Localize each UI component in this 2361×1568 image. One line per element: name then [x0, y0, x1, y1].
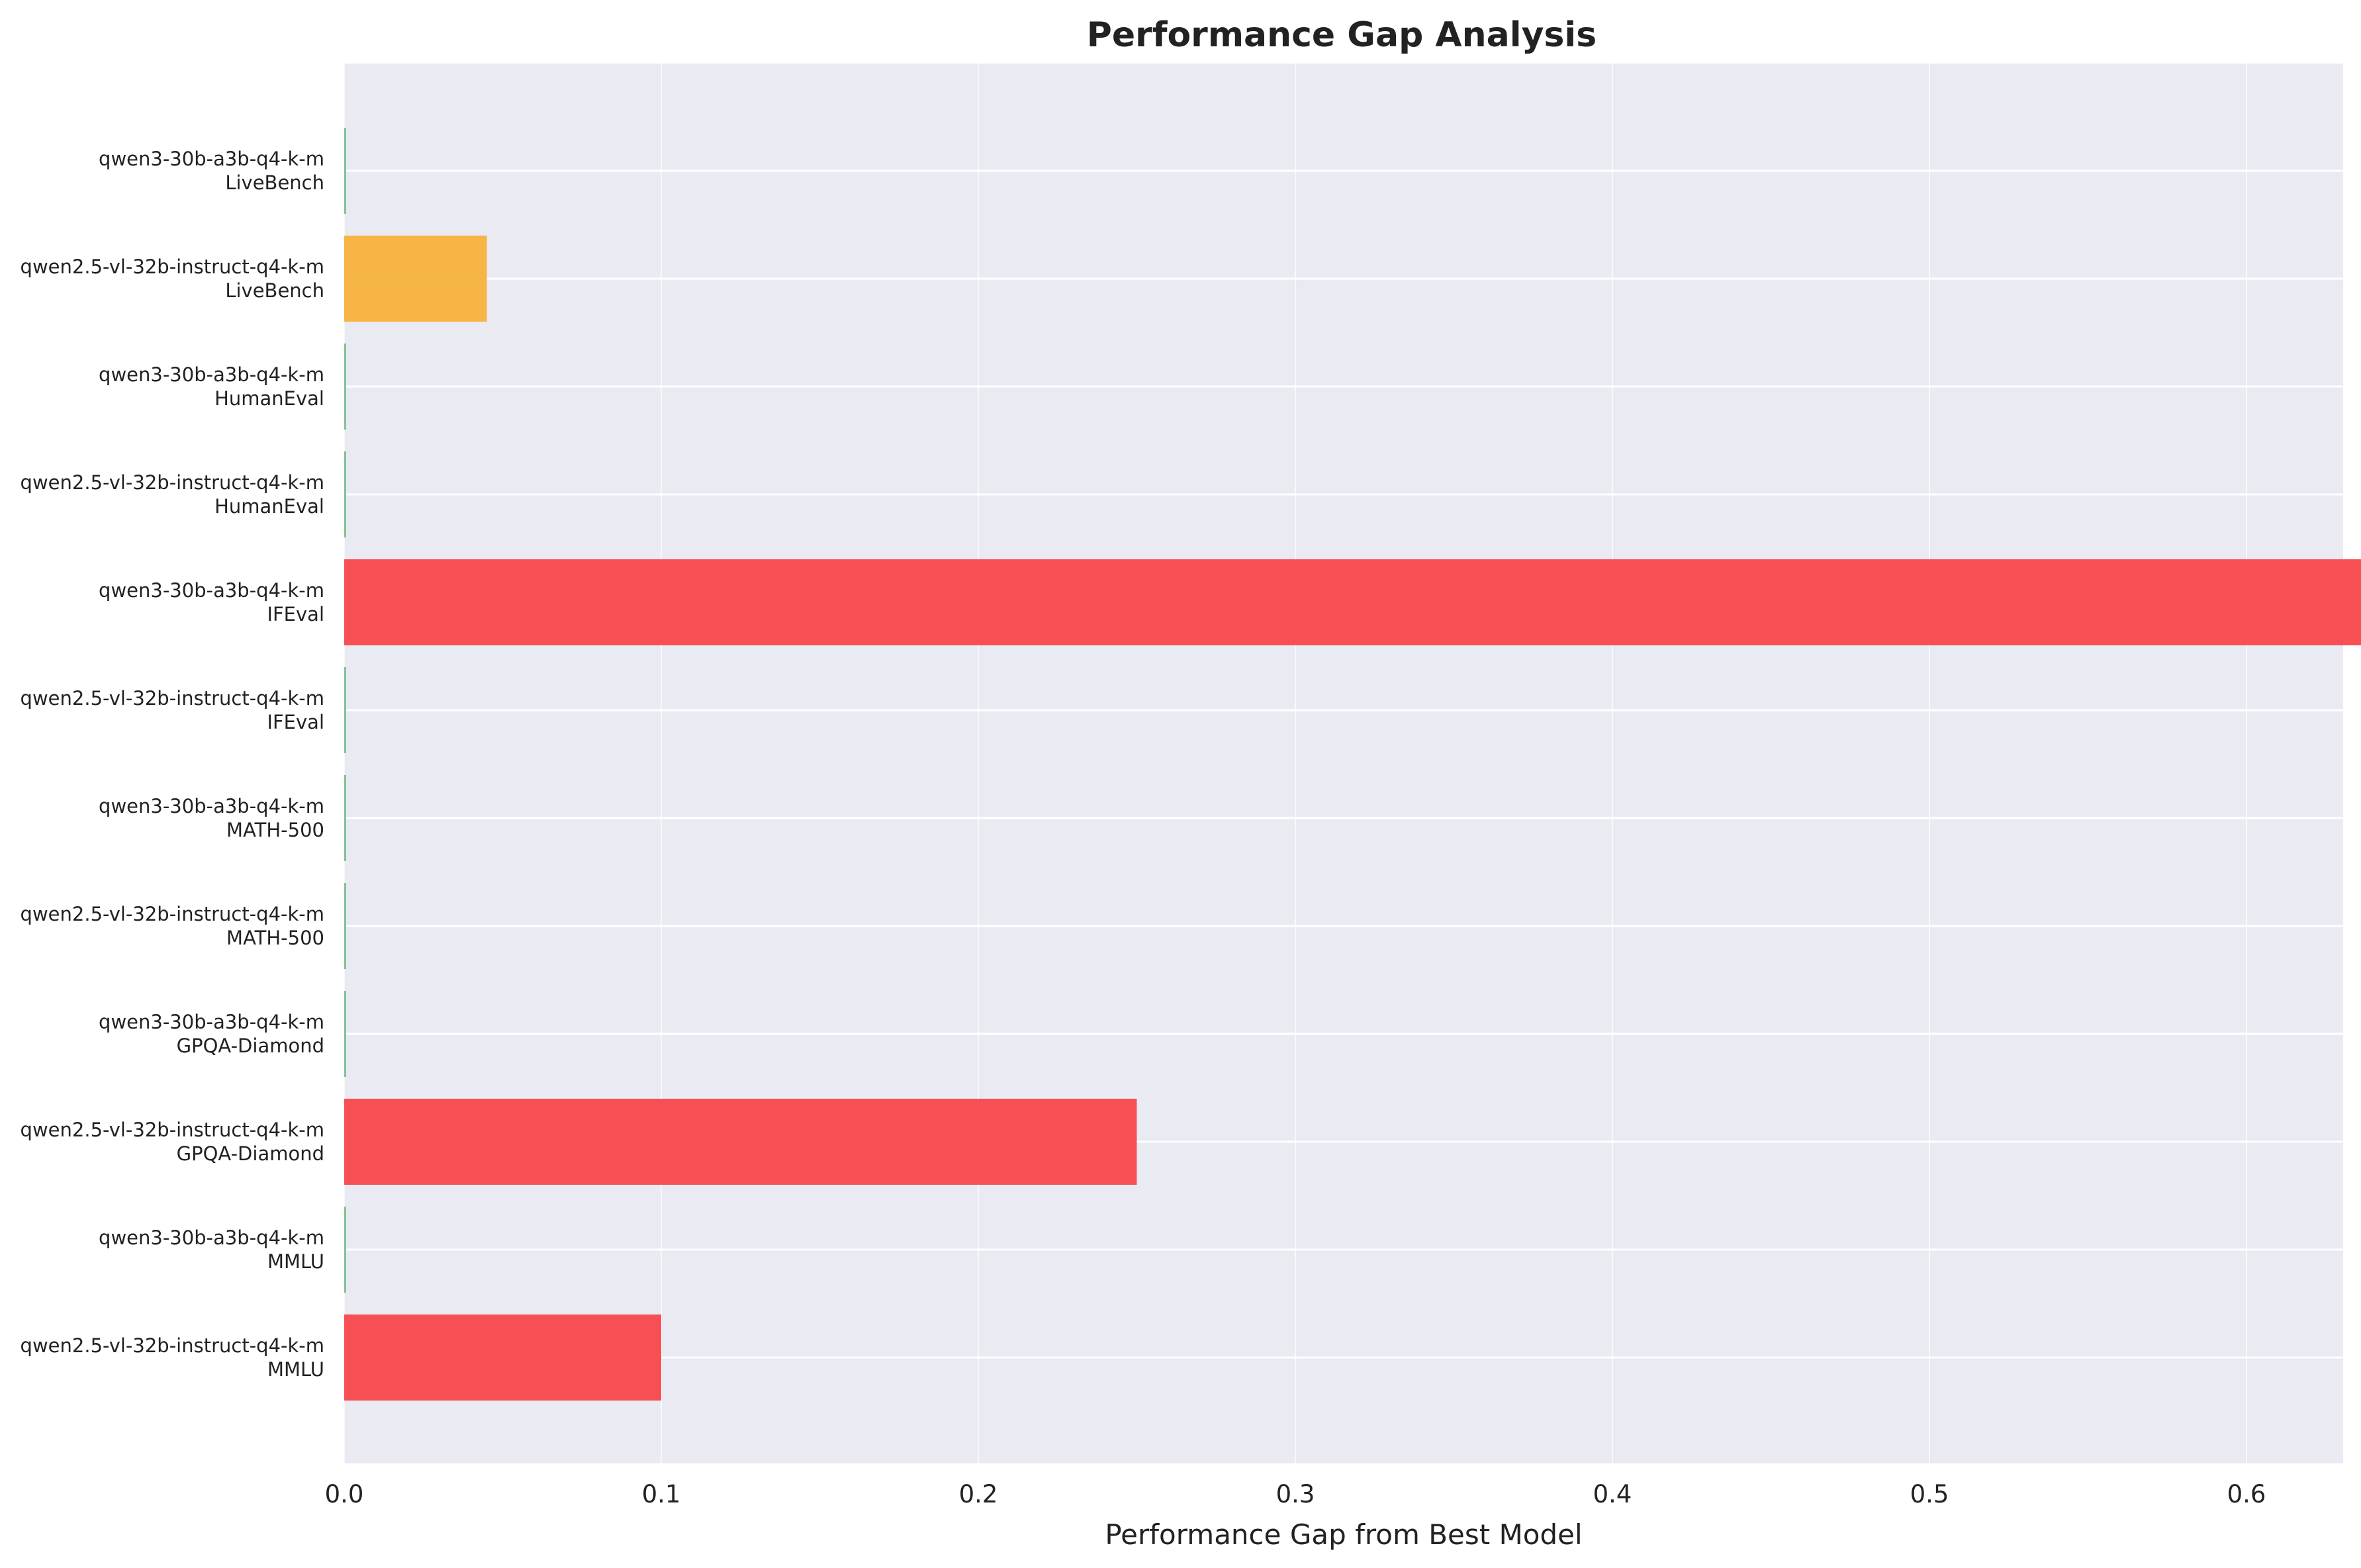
y-tick-label-benchmark: IFEval [267, 603, 324, 625]
bar-mmlu-qwen3 [344, 1207, 346, 1293]
y-tick-labels: qwen3-30b-a3b-q4-k-mLiveBenchqwen2.5-vl-… [21, 148, 324, 1381]
bar-ifeval-qwen2-5-vl [344, 667, 346, 753]
bar-layer [344, 128, 2361, 1401]
x-tick-label: 0.6 [2227, 1480, 2266, 1508]
bar-math-500-qwen3 [344, 775, 346, 861]
chart-title: Performance Gap Analysis [1087, 15, 1597, 55]
x-tick-labels: 0.0 0.1 0.2 0.3 0.4 0.5 0.6 [325, 1480, 2266, 1508]
x-tick-label: 0.4 [1593, 1480, 1632, 1508]
y-tick-label-model: qwen2.5-vl-32b-instruct-q4-k-m [21, 1119, 324, 1141]
y-tick-label-benchmark: GPQA-Diamond [177, 1142, 324, 1165]
bar-ifeval-qwen3 [344, 559, 2361, 645]
y-tick-label-benchmark: MATH-500 [226, 819, 324, 841]
bar-humaneval-qwen2-5-vl [344, 451, 346, 537]
x-tick-label: 0.1 [642, 1480, 681, 1508]
y-tick-label-benchmark: MMLU [267, 1358, 324, 1381]
x-axis-label: Performance Gap from Best Model [1105, 1518, 1582, 1551]
bar-livebench-qwen3 [344, 128, 346, 214]
y-tick-label-benchmark: HumanEval [214, 387, 324, 410]
bar-livebench-qwen2-5-vl [344, 236, 487, 322]
y-tick-label-model: qwen2.5-vl-32b-instruct-q4-k-m [21, 1334, 324, 1357]
bar-mmlu-qwen2-5-vl [344, 1314, 661, 1401]
plot-area [344, 64, 2343, 1463]
y-tick-label-model: qwen3-30b-a3b-q4-k-m [99, 363, 324, 386]
y-tick-label-benchmark: HumanEval [214, 495, 324, 518]
x-tick-label: 0.2 [959, 1480, 998, 1508]
y-tick-label-benchmark: LiveBench [225, 171, 324, 194]
bar-gpqa-diamond-qwen2-5-vl [344, 1099, 1137, 1185]
y-tick-label-model: qwen3-30b-a3b-q4-k-m [99, 1226, 324, 1249]
y-tick-label-model: qwen3-30b-a3b-q4-k-m [99, 1011, 324, 1033]
y-tick-label-model: qwen3-30b-a3b-q4-k-m [99, 579, 324, 602]
y-tick-label-model: qwen3-30b-a3b-q4-k-m [99, 148, 324, 170]
y-tick-label-model: qwen3-30b-a3b-q4-k-m [99, 795, 324, 817]
x-tick-label: 0.5 [1910, 1480, 1949, 1508]
y-tick-label-benchmark: MMLU [267, 1250, 324, 1273]
bar-math-500-qwen2-5-vl [344, 883, 346, 969]
bar-humaneval-qwen3 [344, 344, 346, 430]
y-tick-label-model: qwen2.5-vl-32b-instruct-q4-k-m [21, 903, 324, 925]
x-tick-label: 0.0 [325, 1480, 364, 1508]
y-tick-label-benchmark: LiveBench [225, 279, 324, 302]
x-tick-label: 0.3 [1276, 1480, 1315, 1508]
bar-gpqa-diamond-qwen3 [344, 991, 346, 1077]
y-tick-label-model: qwen2.5-vl-32b-instruct-q4-k-m [21, 471, 324, 494]
y-tick-label-model: qwen2.5-vl-32b-instruct-q4-k-m [21, 687, 324, 710]
y-tick-label-benchmark: GPQA-Diamond [177, 1035, 324, 1057]
y-tick-label-benchmark: IFEval [267, 711, 324, 733]
y-tick-label-model: qwen2.5-vl-32b-instruct-q4-k-m [21, 255, 324, 278]
y-tick-label-benchmark: MATH-500 [226, 927, 324, 949]
